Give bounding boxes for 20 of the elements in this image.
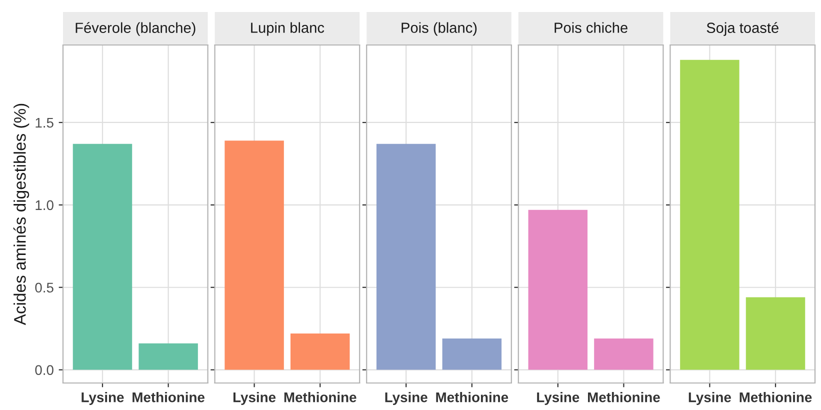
chart-title: Pois (blanc)	[402, 22, 477, 36]
x-tick-label: Lysine	[537, 392, 580, 405]
y-tick-label: 0.0	[35, 365, 54, 375]
x-tick-label: Lysine	[385, 392, 428, 405]
chart-title: Lupin blanc	[251, 22, 324, 36]
chart-title: Pois chiche	[554, 22, 628, 33]
chart-title: Féverole (blanche)	[76, 22, 196, 36]
x-tick-label: Methionine	[740, 392, 812, 402]
y-tick-label: 1.0	[36, 200, 54, 210]
x-tick-label: Methionine	[436, 392, 508, 402]
x-tick-label: Lysine	[688, 392, 731, 405]
y-axis-title: Acides aminés digestibles (%)	[13, 104, 30, 326]
y-tick-label: 1.5	[36, 118, 54, 128]
chart-title: Soja toasté	[706, 22, 778, 36]
y-tick-label: 0.5	[35, 282, 54, 293]
x-tick-label: Lysine	[233, 392, 276, 405]
x-tick-label: Methionine	[588, 392, 660, 402]
x-tick-label: Methionine	[284, 392, 356, 402]
x-tick-label: Methionine	[132, 392, 204, 402]
x-tick-label: Lysine	[82, 392, 124, 405]
